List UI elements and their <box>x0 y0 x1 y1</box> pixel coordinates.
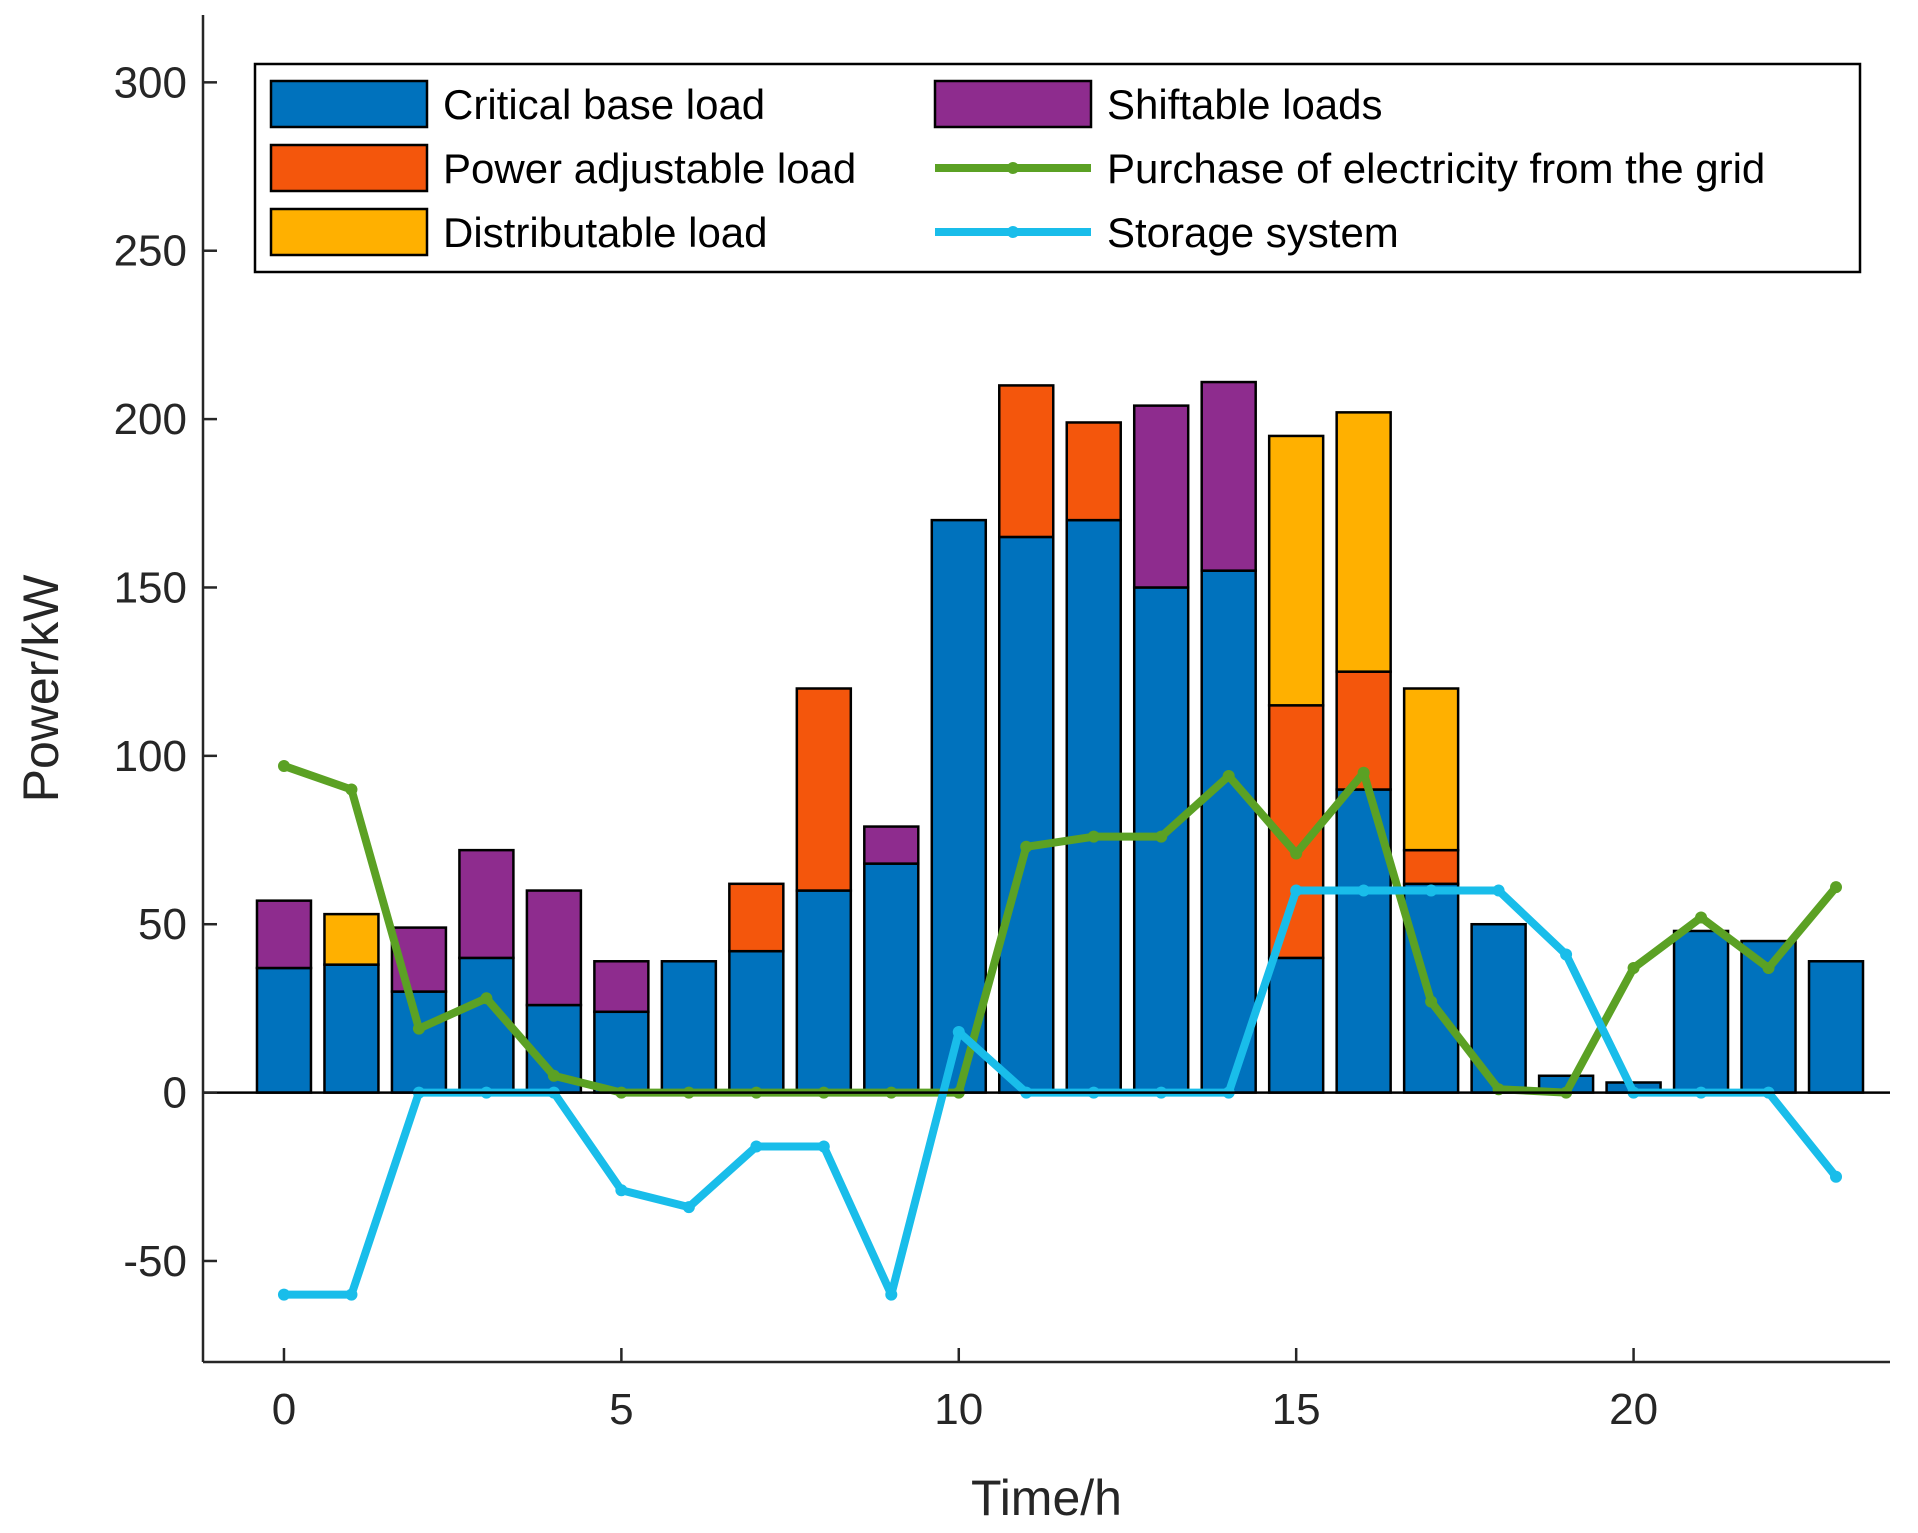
bar-critical-base-load-0 <box>255 966 313 1094</box>
y-tick-label: 200 <box>114 395 187 444</box>
bar-critical-base-load-23 <box>1807 960 1865 1094</box>
lines-layer <box>277 759 1843 1301</box>
y-tick-label: 300 <box>114 58 187 107</box>
legend: Critical base load Shiftable loads Power a… <box>253 62 1862 274</box>
bar-distributable-load-17 <box>1402 687 1460 852</box>
legend-swatch-critical-base-load <box>269 79 429 129</box>
point-storage-system-8 <box>817 1140 830 1153</box>
bar-power-adjustable-load-11 <box>998 384 1055 539</box>
x-tick-label: 20 <box>1609 1385 1658 1434</box>
point-storage-system-7 <box>750 1140 763 1153</box>
point-purchase-of-electricity-from-the-grid-3 <box>480 992 493 1005</box>
legend-label-storage-system: Storage system <box>1107 209 1399 256</box>
point-storage-system-16 <box>1357 884 1370 897</box>
point-storage-system-18 <box>1492 884 1505 897</box>
legend-swatch-shiftable-loads <box>933 79 1093 129</box>
bar-critical-base-load-10 <box>930 518 988 1094</box>
point-purchase-of-electricity-from-the-grid-2 <box>412 1022 425 1035</box>
bar-power-adjustable-load-12 <box>1065 421 1122 522</box>
point-purchase-of-electricity-from-the-grid-21 <box>1695 911 1708 924</box>
y-tick-label: 150 <box>114 563 187 612</box>
bar-critical-base-load-2 <box>390 990 448 1094</box>
point-purchase-of-electricity-from-the-grid-14 <box>1222 770 1235 783</box>
x-tick-label: 10 <box>934 1385 983 1434</box>
legend-label-purchase-of-electricity-from-the-grid: Purchase of electricity from the grid <box>1107 145 1765 192</box>
point-purchase-of-electricity-from-the-grid-20 <box>1627 962 1640 975</box>
point-storage-system-15 <box>1290 884 1303 897</box>
y-axis-label: Power/kW <box>13 574 69 803</box>
bar-distributable-load-15 <box>1267 434 1325 707</box>
bar-distributable-load-1 <box>323 912 380 966</box>
point-storage-system-10 <box>952 1025 965 1038</box>
bar-critical-base-load-5 <box>593 1010 650 1094</box>
point-purchase-of-electricity-from-the-grid-1 <box>345 783 358 796</box>
point-storage-system-6 <box>682 1201 695 1214</box>
bar-critical-base-load-9 <box>863 862 920 1094</box>
point-purchase-of-electricity-from-the-grid-15 <box>1290 847 1303 860</box>
point-purchase-of-electricity-from-the-grid-23 <box>1830 881 1843 894</box>
point-purchase-of-electricity-from-the-grid-17 <box>1425 995 1438 1008</box>
legend-swatch-distributable-load <box>269 207 429 257</box>
point-storage-system-1 <box>345 1288 358 1301</box>
point-purchase-of-electricity-from-the-grid-4 <box>547 1069 560 1082</box>
legend-marker-purchase-of-electricity-from-the-grid <box>1007 162 1019 174</box>
bar-shiftable-loads-5 <box>593 960 650 1014</box>
point-purchase-of-electricity-from-the-grid-12 <box>1087 830 1100 843</box>
point-purchase-of-electricity-from-the-grid-0 <box>277 759 290 772</box>
bar-shiftable-loads-3 <box>458 848 515 960</box>
x-tick-label: 0 <box>272 1385 296 1434</box>
bar-critical-base-load-21 <box>1672 929 1730 1094</box>
y-tick-label: 50 <box>138 900 187 949</box>
bar-power-adjustable-load-8 <box>795 687 853 892</box>
point-purchase-of-electricity-from-the-grid-11 <box>1020 840 1033 853</box>
bar-critical-base-load-15 <box>1267 956 1325 1094</box>
legend-label-distributable-load: Distributable load <box>443 209 768 256</box>
point-storage-system-19 <box>1560 948 1573 961</box>
point-purchase-of-electricity-from-the-grid-13 <box>1155 830 1168 843</box>
y-tick-label: -50 <box>123 1237 187 1286</box>
bar-critical-base-load-6 <box>660 960 718 1094</box>
bar-critical-base-load-8 <box>795 889 853 1094</box>
y-tick-label: 100 <box>114 732 187 781</box>
bar-power-adjustable-load-17 <box>1402 848 1460 886</box>
point-purchase-of-electricity-from-the-grid-16 <box>1357 766 1370 779</box>
bar-shiftable-loads-13 <box>1132 404 1190 589</box>
point-storage-system-23 <box>1830 1170 1843 1183</box>
bar-distributable-load-16 <box>1335 411 1392 673</box>
bar-critical-base-load-14 <box>1200 569 1257 1094</box>
legend-marker-storage-system <box>1007 226 1019 238</box>
point-purchase-of-electricity-from-the-grid-22 <box>1762 962 1775 975</box>
point-storage-system-9 <box>885 1288 898 1301</box>
x-axis-label: Time/h <box>971 1470 1122 1526</box>
legend-swatch-power-adjustable-load <box>269 143 429 193</box>
axes-layer: -50 0 50 100 150 200 250 300 0 5 10 15 20 Time/h Power… <box>13 15 1890 1526</box>
legend-label-shiftable-loads: Shiftable loads <box>1107 81 1383 128</box>
bar-shiftable-loads-9 <box>863 825 920 865</box>
point-storage-system-17 <box>1425 884 1438 897</box>
bar-shiftable-loads-4 <box>525 889 583 1007</box>
x-tick-label: 15 <box>1272 1385 1321 1434</box>
bar-critical-base-load-11 <box>998 535 1055 1094</box>
bar-shiftable-loads-14 <box>1200 380 1257 572</box>
point-storage-system-0 <box>277 1288 290 1301</box>
bar-critical-base-load-7 <box>728 949 785 1094</box>
legend-label-critical-base-load: Critical base load <box>443 81 765 128</box>
bar-critical-base-load-1 <box>323 963 380 1094</box>
point-storage-system-5 <box>615 1184 628 1197</box>
bar-power-adjustable-load-7 <box>728 882 785 953</box>
y-tick-label: 250 <box>114 227 187 276</box>
line-purchase-of-electricity-from-the-grid <box>279 761 1841 1097</box>
x-tick-label: 5 <box>609 1385 633 1434</box>
y-tick-label: 0 <box>163 1069 187 1118</box>
legend-label-power-adjustable-load: Power adjustable load <box>443 145 856 192</box>
bar-critical-base-load-12 <box>1065 518 1122 1094</box>
bar-shiftable-loads-0 <box>255 899 313 970</box>
